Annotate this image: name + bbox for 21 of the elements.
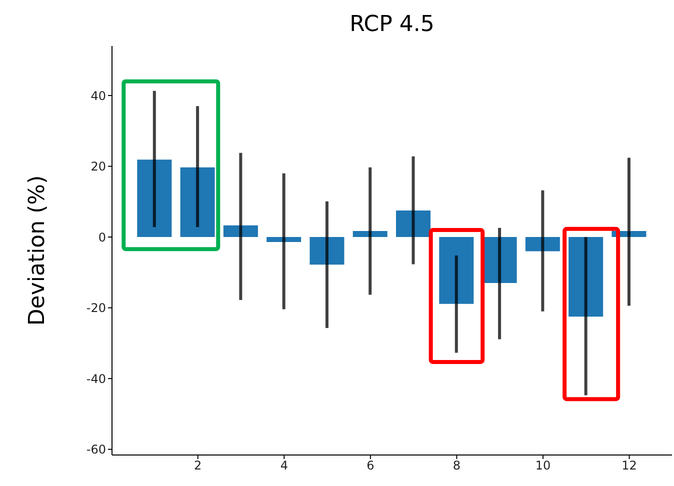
y-tick-label: 40 bbox=[90, 88, 106, 103]
y-axis-title: Deviation (%) bbox=[24, 175, 50, 326]
x-tick-label: 2 bbox=[194, 458, 202, 473]
bar bbox=[396, 210, 431, 238]
x-tick-label: 8 bbox=[452, 458, 461, 473]
x-tick-label: 6 bbox=[366, 458, 374, 473]
x-tick-label: 10 bbox=[535, 458, 551, 473]
y-tick-label: -20 bbox=[86, 301, 106, 316]
bar bbox=[137, 160, 172, 238]
bar bbox=[266, 237, 302, 242]
y-tick-label: 20 bbox=[90, 160, 106, 174]
y-tick-label: -60 bbox=[86, 442, 106, 457]
bar bbox=[525, 237, 560, 252]
y-tick-label: -40 bbox=[86, 372, 106, 386]
x-tick-label: 12 bbox=[622, 458, 637, 473]
y-tick-label: 0 bbox=[98, 230, 106, 244]
bar bbox=[439, 237, 474, 304]
bar bbox=[180, 167, 215, 238]
x-tick-label: 4 bbox=[280, 458, 288, 473]
bar bbox=[310, 237, 344, 265]
chart-title: RCP 4.5 bbox=[348, 12, 436, 37]
